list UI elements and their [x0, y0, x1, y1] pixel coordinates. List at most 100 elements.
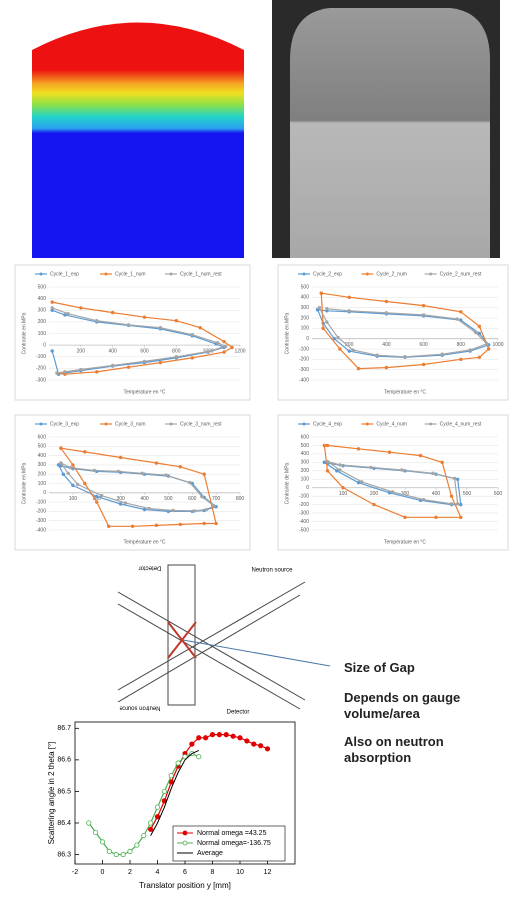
- data-point: [134, 842, 140, 848]
- x-tick-label: 600: [494, 491, 503, 497]
- x-tick-label: 400: [382, 342, 391, 348]
- data-point: [182, 754, 188, 760]
- y-tick-label: -500: [299, 527, 309, 533]
- x-tick-label: 300: [116, 496, 125, 502]
- chart-frame: [277, 264, 509, 401]
- data-point: [189, 741, 195, 747]
- data-point: [50, 349, 54, 353]
- data-point: [421, 303, 426, 308]
- data-point: [341, 486, 345, 490]
- series-line: [60, 462, 215, 512]
- legend-marker: [169, 422, 173, 426]
- data-point: [421, 362, 426, 367]
- y-tick-label: -400: [36, 527, 46, 533]
- diagram-label: Neutron source: [119, 704, 161, 710]
- data-point: [178, 465, 183, 469]
- data-point: [203, 735, 209, 741]
- legend-marker: [365, 272, 369, 276]
- x-tick-label: 800: [236, 496, 245, 502]
- legend-marker: [169, 272, 173, 276]
- data-point: [356, 366, 361, 371]
- data-point: [59, 461, 63, 465]
- data-point: [63, 313, 67, 317]
- data-point: [140, 471, 144, 475]
- series-line: [317, 309, 490, 358]
- data-point: [79, 306, 83, 310]
- data-point: [50, 306, 54, 310]
- data-point: [325, 307, 329, 311]
- legend-label: Cycle_4_num: [376, 421, 407, 427]
- data-point: [178, 522, 183, 527]
- diagram-label: Neutron source: [251, 568, 293, 574]
- data-point: [154, 814, 161, 820]
- data-point: [230, 733, 236, 739]
- x-tick-label: 500: [463, 491, 472, 497]
- data-point: [130, 524, 135, 528]
- data-point: [110, 363, 115, 368]
- data-point: [258, 743, 264, 749]
- sample-box: [167, 564, 196, 706]
- y-tick-label: 500: [38, 444, 47, 450]
- data-point: [384, 299, 389, 304]
- y-tick-label: -300: [36, 377, 46, 383]
- data-point: [321, 326, 325, 331]
- data-point: [118, 502, 123, 506]
- data-point: [200, 494, 204, 499]
- legend-label: Cycle_1_num: [115, 271, 146, 277]
- data-point: [106, 524, 111, 528]
- y-tick-label: -200: [299, 357, 309, 363]
- y-tick-label: 200: [301, 468, 310, 474]
- data-point: [175, 760, 181, 766]
- data-point: [347, 349, 351, 353]
- legend-label: Normal omega=-136.75: [197, 840, 271, 847]
- data-point: [202, 521, 206, 526]
- legend-marker: [104, 272, 108, 276]
- legend-marker: [429, 422, 433, 426]
- data-point: [95, 494, 99, 499]
- x-tick-label: 600: [140, 348, 149, 354]
- y-tick-label: 100: [38, 481, 47, 487]
- data-point: [161, 788, 167, 795]
- data-point: [188, 480, 192, 485]
- y-tick-label: 400: [38, 453, 47, 459]
- data-point: [79, 367, 83, 372]
- data-point: [93, 829, 99, 836]
- legend-marker: [39, 272, 43, 276]
- data-point: [158, 325, 163, 330]
- y-axis-title: Contrainte en MPa: [21, 462, 27, 504]
- data-point: [204, 507, 209, 512]
- data-point: [384, 365, 389, 370]
- data-point: [142, 315, 147, 319]
- note: Also on neutron absorption: [344, 734, 444, 765]
- data-point: [126, 365, 131, 369]
- data-point: [477, 355, 482, 359]
- diagram-label: Detector: [227, 710, 250, 716]
- data-point: [485, 342, 489, 346]
- data-point: [198, 325, 202, 330]
- y-tick-label: 86.5: [57, 788, 71, 795]
- data-point: [403, 355, 407, 359]
- data-point: [452, 476, 457, 481]
- data-point: [147, 506, 151, 511]
- diagram-label: Detector: [139, 564, 162, 570]
- data-point: [190, 356, 194, 360]
- legend-marker: [302, 422, 306, 426]
- y-axis-title: Contrainte en MPa: [284, 312, 290, 354]
- data-point: [142, 507, 147, 512]
- data-point: [148, 820, 154, 826]
- data-point: [141, 832, 147, 839]
- y-tick-label: -100: [36, 499, 46, 505]
- x-axis-title: Translator position y [mm]: [139, 881, 231, 890]
- x-tick-label: 200: [370, 491, 379, 497]
- y-tick-label: -100: [299, 494, 309, 500]
- data-point: [384, 311, 389, 315]
- legend-label: Cycle_2_exp: [313, 271, 342, 277]
- data-point: [325, 469, 330, 473]
- data-point: [403, 515, 407, 520]
- data-point: [421, 497, 426, 502]
- legend-label: Cycle_1_num_rest: [180, 271, 222, 277]
- data-point: [158, 360, 163, 365]
- legend-label: Cycle_3_exp: [50, 421, 79, 427]
- x-tick-label: 400: [140, 496, 149, 502]
- data-point: [116, 469, 120, 474]
